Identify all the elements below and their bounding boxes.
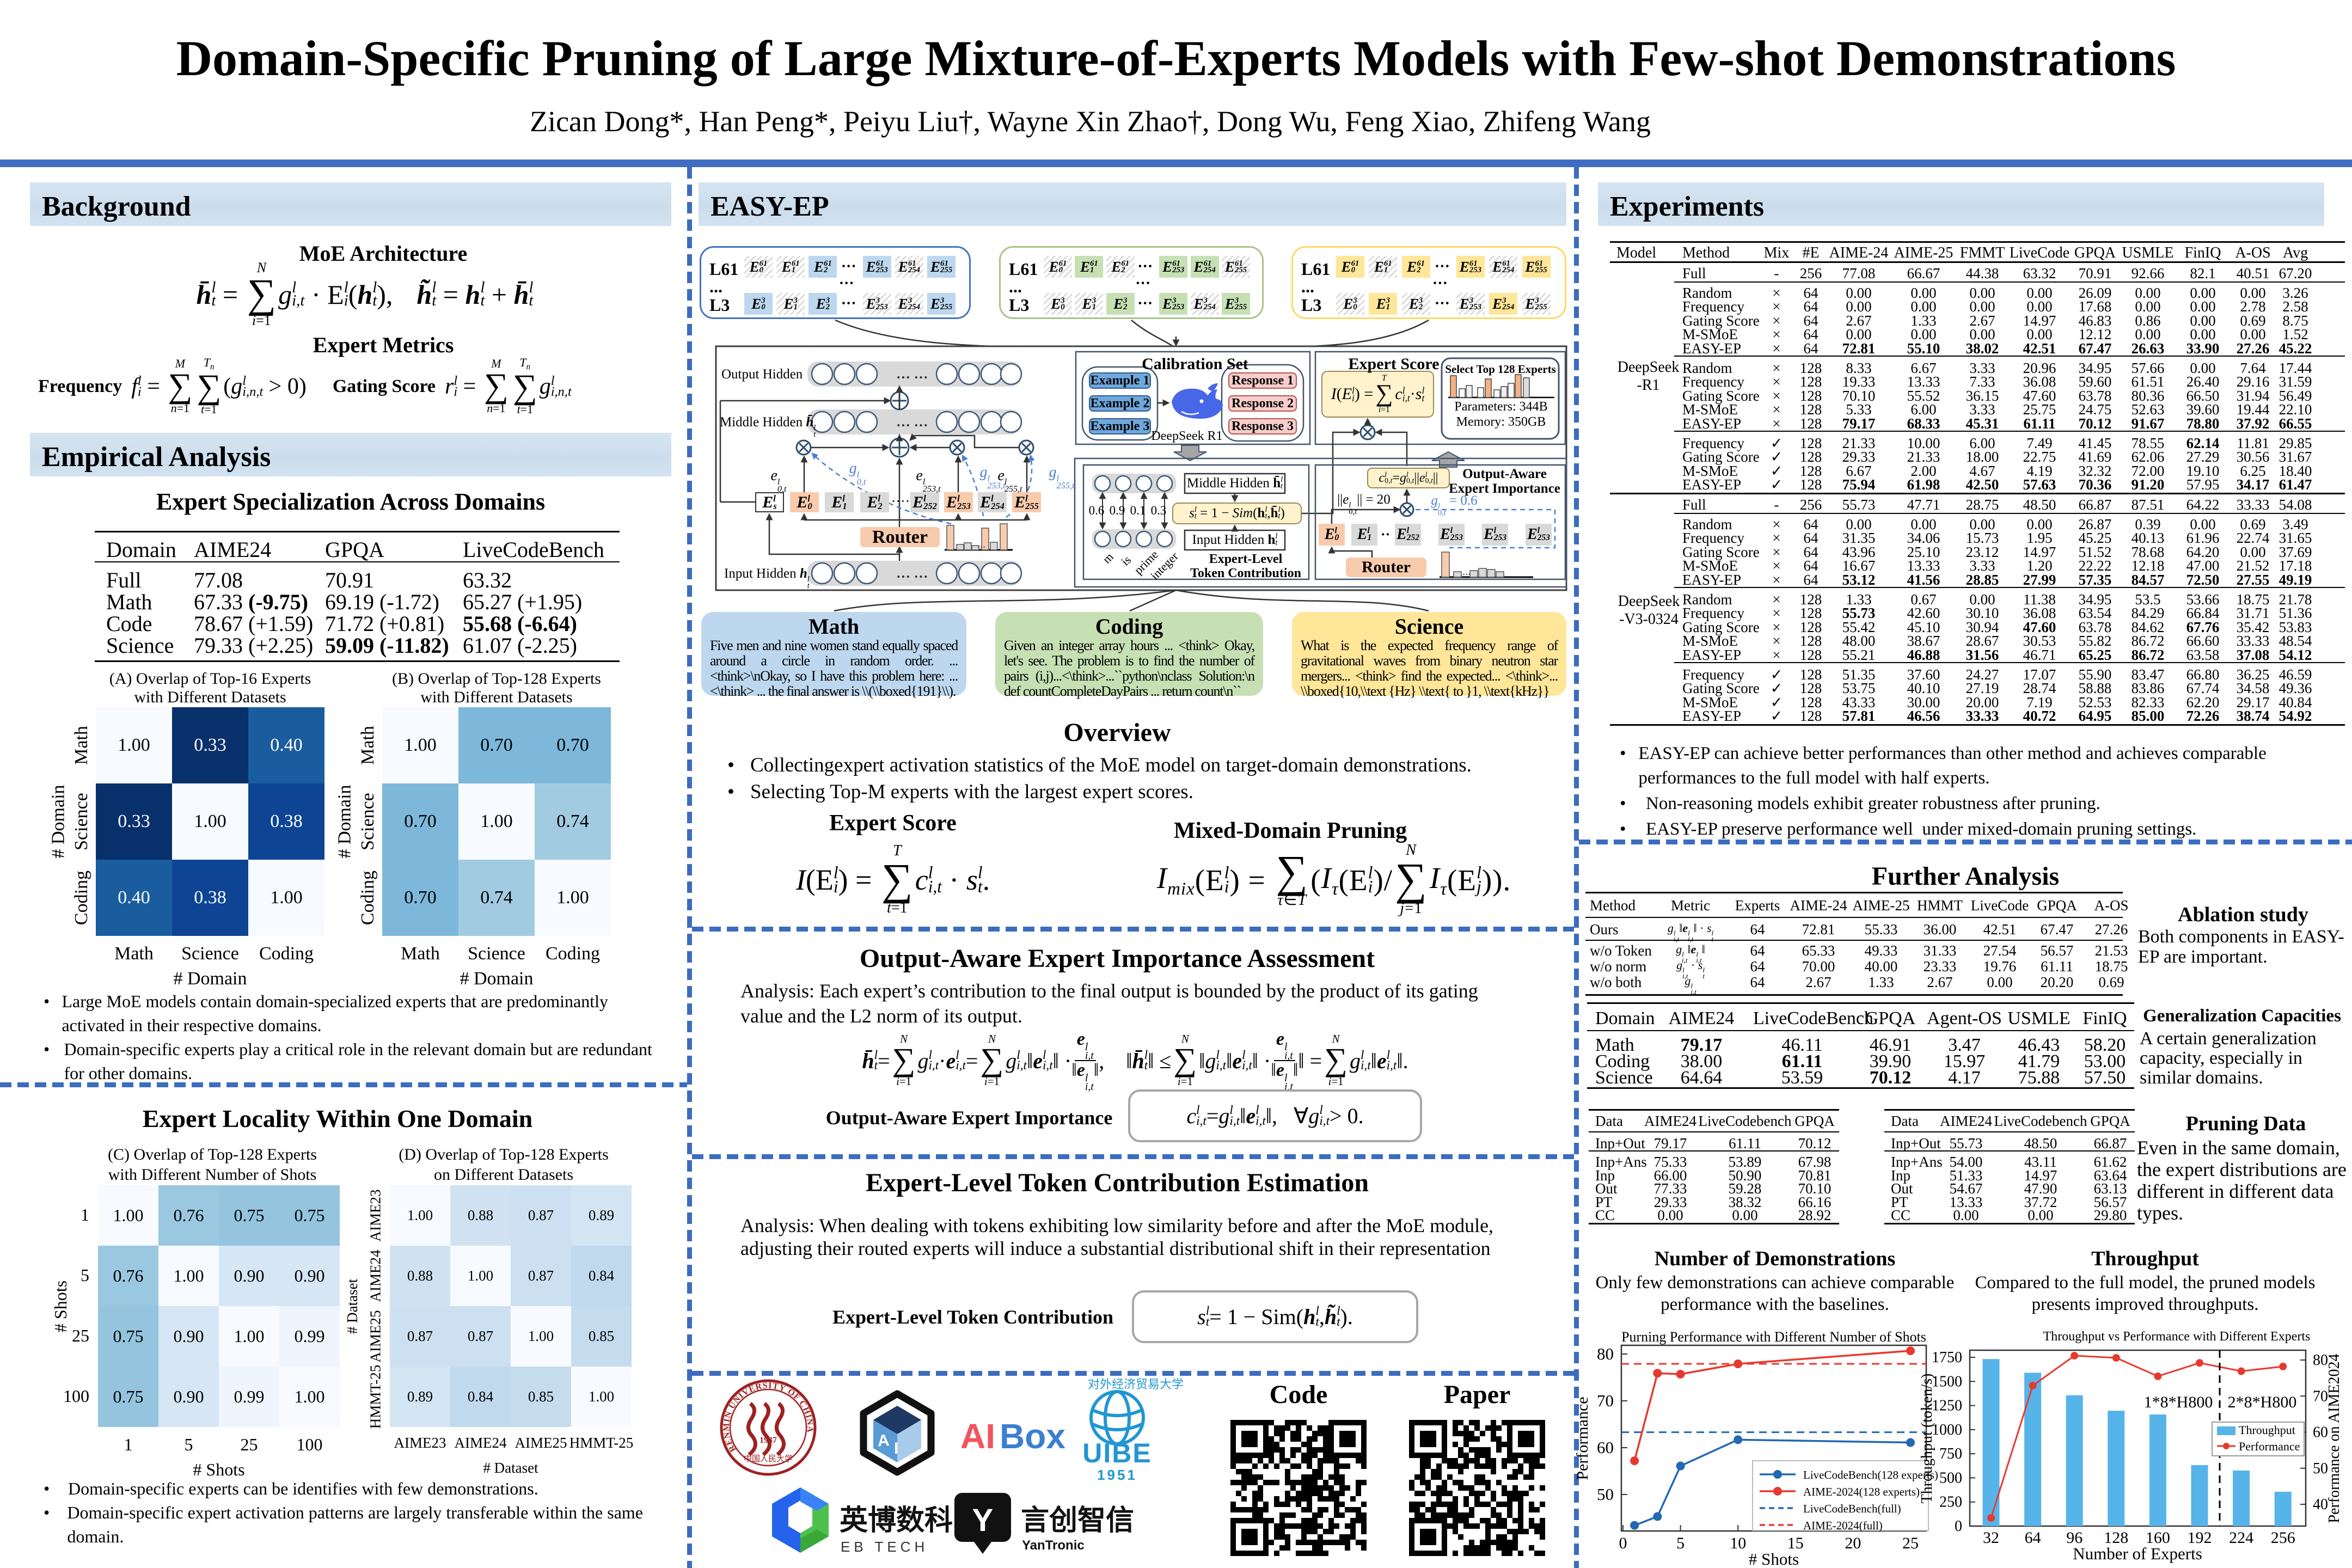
svg-text:1*8*H800: 1*8*H800 [2144, 1393, 2213, 1411]
svg-text:言创智信: 言创智信 [1021, 1505, 1134, 1536]
svg-text:96: 96 [2066, 1529, 2082, 1547]
svg-text:50: 50 [1597, 1485, 1614, 1504]
svg-text:UIBE: UIBE [1082, 1438, 1152, 1468]
svg-text:20: 20 [1845, 1534, 1861, 1552]
svg-text:250: 250 [1939, 1494, 1962, 1511]
svg-text:2*8*H800: 2*8*H800 [2228, 1393, 2297, 1411]
svg-text:# Shots: # Shots [1749, 1549, 1799, 1568]
svg-text:Number of Experts: Number of Experts [2073, 1544, 2202, 1563]
svg-text:70: 70 [1597, 1391, 1614, 1410]
svg-text:10: 10 [1730, 1534, 1746, 1552]
svg-text:1951: 1951 [1097, 1467, 1137, 1483]
svg-text:英博数科: 英博数科 [840, 1505, 953, 1536]
svg-text:224: 224 [2229, 1529, 2253, 1547]
svg-text:...: ... [1462, 566, 1471, 578]
svg-text:Throughput (token/s): Throughput (token/s) [1919, 1374, 1935, 1504]
svg-text:中国人民大学: 中国人民大学 [744, 1454, 793, 1463]
svg-text:Throughput vs Performance with: Throughput vs Performance with Different… [2043, 1330, 2311, 1344]
svg-text:AIME-2024(full): AIME-2024(full) [1803, 1519, 1883, 1532]
svg-text:5: 5 [1676, 1534, 1685, 1552]
svg-text:192: 192 [2188, 1529, 2212, 1547]
svg-text:25: 25 [1902, 1534, 1919, 1552]
svg-text:750: 750 [1939, 1445, 1962, 1462]
svg-text:Performance: Performance [2239, 1440, 2300, 1453]
svg-text:60: 60 [2313, 1424, 2328, 1441]
svg-text:… …: … … [896, 565, 928, 581]
svg-text:AIME-2024(128 experts): AIME-2024(128 experts) [1803, 1485, 1920, 1498]
svg-text:LiveCodeBench(full): LiveCodeBench(full) [1803, 1502, 1901, 1515]
svg-text:1250: 1250 [1932, 1398, 1962, 1414]
svg-text:EB TECH: EB TECH [841, 1539, 928, 1555]
svg-text:Y: Y [972, 1503, 994, 1538]
svg-text:64: 64 [2025, 1529, 2041, 1547]
svg-text:160: 160 [2146, 1529, 2170, 1547]
svg-text:256: 256 [2271, 1529, 2295, 1547]
svg-text:1500: 1500 [1932, 1373, 1962, 1390]
svg-text:1937: 1937 [759, 1436, 777, 1445]
svg-text:LiveCodeBench(128 experts): LiveCodeBench(128 experts) [1803, 1468, 1938, 1481]
svg-text:Purning Performance with Diffe: Purning Performance with Different Numbe… [1621, 1329, 1926, 1345]
svg-text:80: 80 [2313, 1352, 2328, 1369]
svg-text:50: 50 [2313, 1460, 2328, 1477]
svg-text:Performance: Performance [1573, 1396, 1591, 1480]
svg-text:1000: 1000 [1932, 1422, 1962, 1438]
svg-text:128: 128 [2104, 1529, 2128, 1547]
svg-text:··: ·· [1381, 526, 1390, 542]
svg-text:32: 32 [1983, 1529, 1999, 1547]
svg-text:0: 0 [1619, 1534, 1627, 1552]
svg-text:80: 80 [1597, 1344, 1614, 1363]
svg-text:40: 40 [2313, 1496, 2328, 1513]
svg-text:Performance on AIME2024: Performance on AIME2024 [2326, 1353, 2343, 1523]
svg-text:… …: … … [896, 366, 928, 382]
svg-text:Box: Box [1000, 1417, 1065, 1456]
svg-text:对外经济贸易大学: 对外经济贸易大学 [1088, 1377, 1184, 1391]
svg-text:15: 15 [1787, 1534, 1804, 1552]
svg-text:I: I [894, 1440, 898, 1457]
svg-text:...: ... [977, 538, 985, 550]
svg-text:A: A [877, 1431, 890, 1450]
svg-text:60: 60 [1597, 1438, 1614, 1457]
svg-text:… …: … … [896, 414, 928, 430]
svg-text:AI: AI [960, 1417, 995, 1456]
svg-text:1750: 1750 [1932, 1349, 1962, 1366]
svg-text:YanTronic: YanTronic [1022, 1538, 1085, 1553]
svg-text:0: 0 [1955, 1518, 1962, 1535]
svg-text:500: 500 [1939, 1469, 1962, 1486]
svg-text:Throughput: Throughput [2239, 1423, 2295, 1437]
svg-text:70: 70 [2313, 1388, 2328, 1405]
